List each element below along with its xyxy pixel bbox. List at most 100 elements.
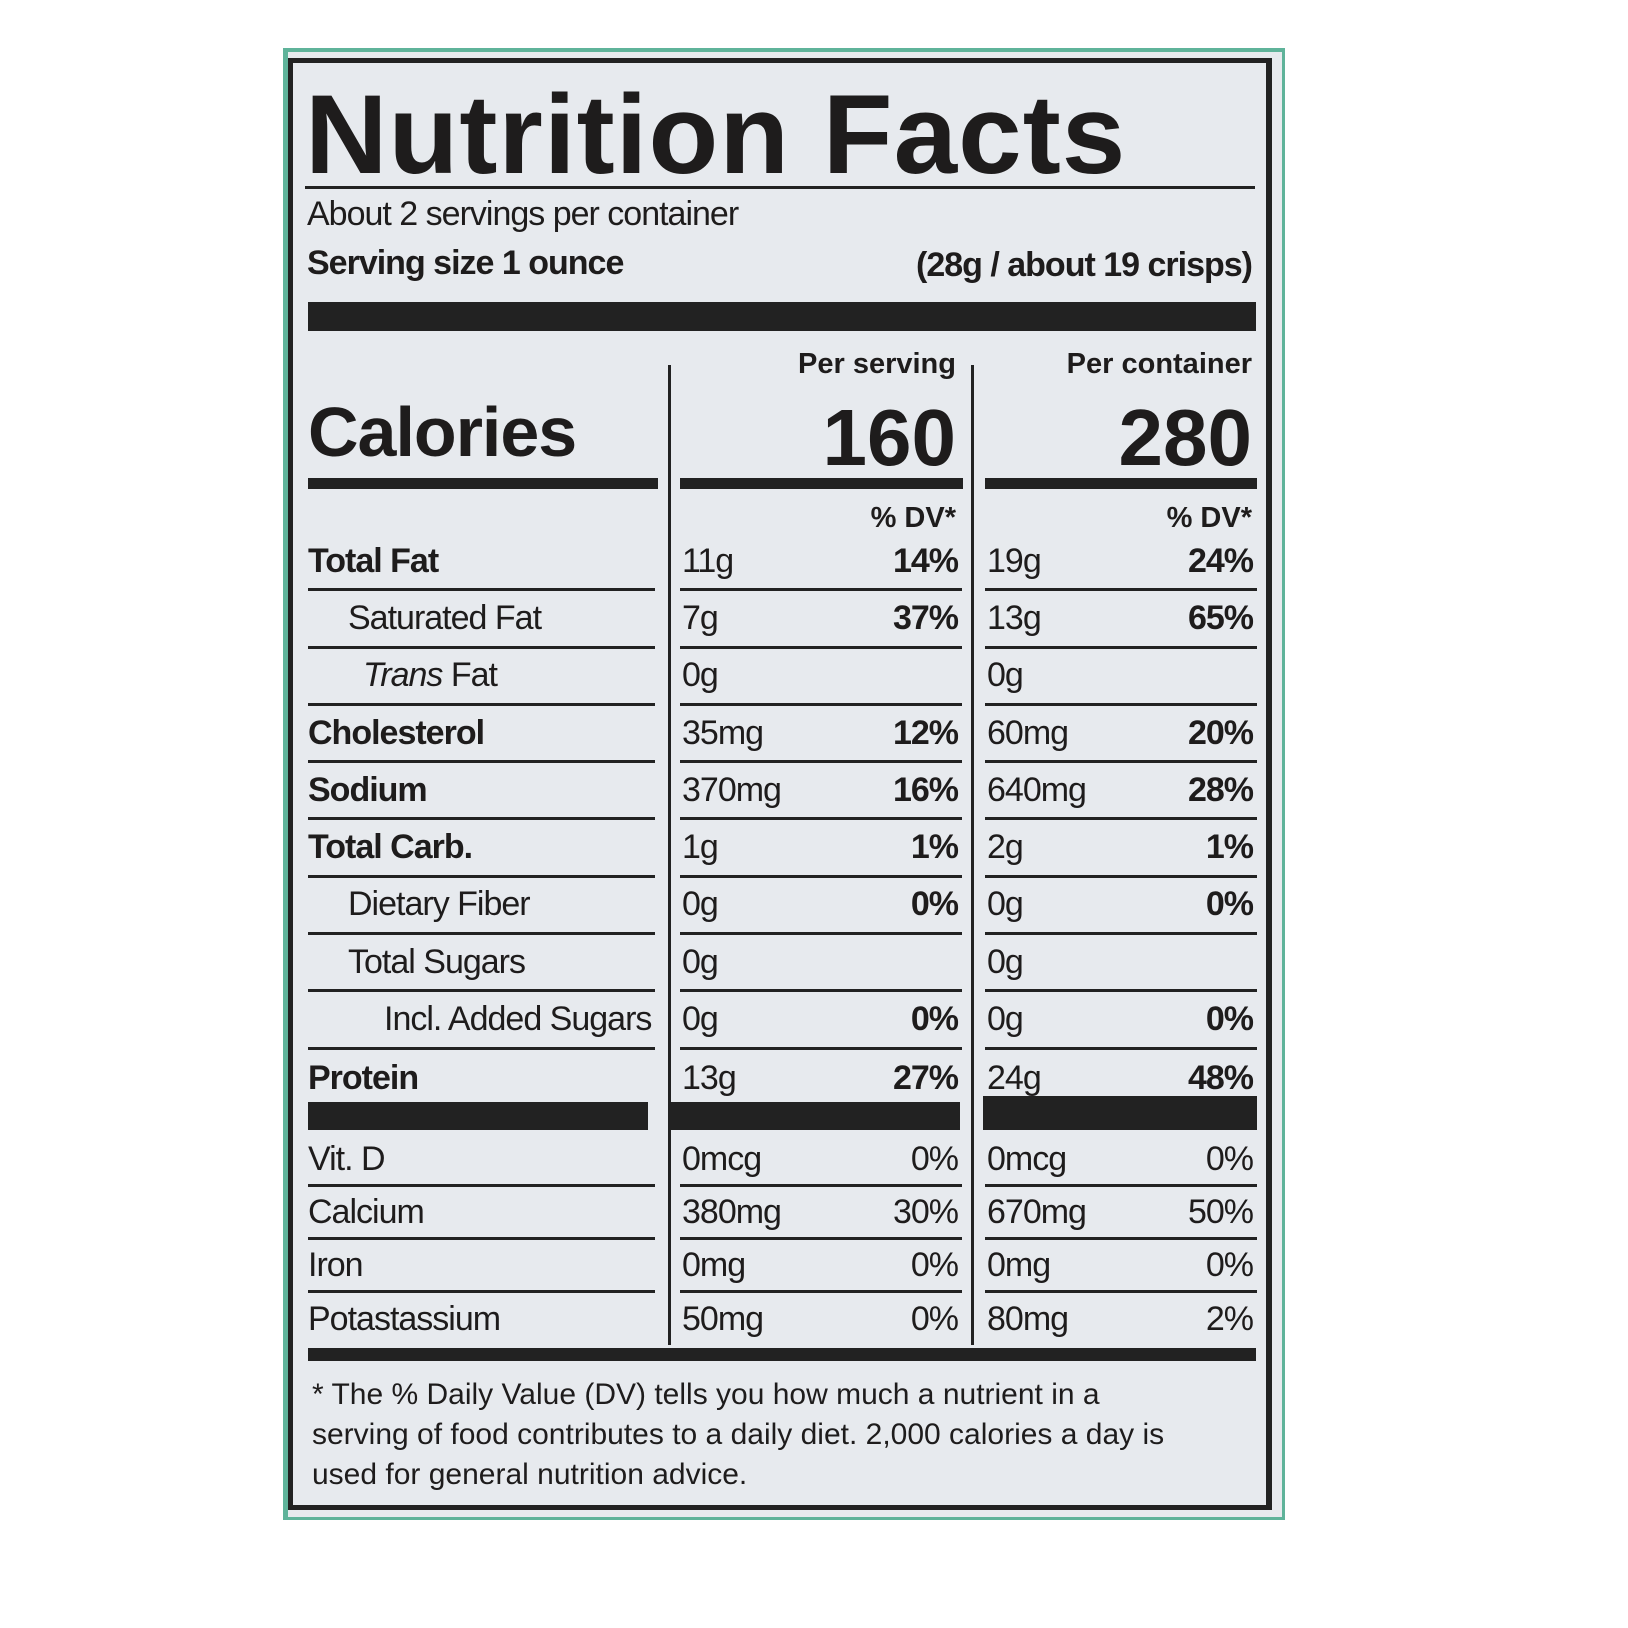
nutrient-label-cell: Iron (308, 1240, 655, 1293)
container-amount: 670mg (987, 1192, 1087, 1231)
calories-per-serving: 160 (822, 393, 956, 482)
nutrient-label-cell: Incl. Added Sugars (308, 992, 655, 1050)
thick-divider (983, 1096, 1257, 1130)
nutrient-label-cell: Trans Fat (308, 649, 655, 706)
container-dv: 24% (1187, 541, 1254, 580)
per-container-header: Per container (1066, 348, 1252, 380)
serving-dv: 0% (910, 885, 959, 924)
container-amount: 0g (987, 885, 1024, 924)
nutrient-label: Protein (308, 1058, 419, 1097)
container-dv: 28% (1187, 770, 1254, 809)
container-amount: 2g (987, 828, 1024, 867)
label-background (288, 52, 1282, 1517)
nutrient-label: Potastassium (308, 1300, 501, 1338)
nutrient-row: Saturated Fat 7g 37% 13g 65% (308, 591, 1258, 649)
nutrient-label-cell: Dietary Fiber (308, 878, 655, 936)
per-container-cell: 2g 1% (985, 821, 1257, 878)
servings-per-container: About 2 servings per container (307, 195, 739, 233)
thick-divider (985, 478, 1257, 489)
serving-amount: 13g (682, 1058, 737, 1097)
per-serving-cell: 11g 14% (680, 534, 962, 592)
per-serving-cell: 0mcg 0% (680, 1134, 962, 1187)
serving-dv: 16% (892, 770, 959, 809)
serving-dv: 0% (910, 1245, 959, 1284)
nutrient-row: Cholesterol 35mg 12% 60mg 20% (308, 706, 1258, 764)
per-serving-cell: 1g 1% (680, 821, 962, 878)
serving-size-label: Serving size 1 ounce (307, 244, 624, 282)
container-amount: 60mg (987, 713, 1069, 752)
per-serving-cell: 0g (680, 649, 962, 706)
thick-divider (680, 478, 963, 489)
serving-dv: 27% (892, 1058, 959, 1097)
serving-amount: 35mg (682, 713, 764, 752)
serving-amount: 7g (682, 598, 719, 637)
per-container-cell: 0g (985, 935, 1257, 993)
serving-amount: 0g (682, 1000, 719, 1039)
per-container-cell: 670mg 50% (985, 1187, 1257, 1240)
nutrient-row: Potastassium 50mg 0% 80mg 2% (308, 1293, 1258, 1346)
per-serving-header: Per serving (798, 348, 956, 380)
nutrient-row: Total Fat 11g 14% 19g 24% (308, 534, 1258, 592)
serving-amount: 50mg (682, 1300, 764, 1338)
nutrient-label-cell: Protein (308, 1050, 655, 1107)
nutrient-row: Trans Fat 0g 0g (308, 649, 1258, 706)
container-dv: 65% (1187, 598, 1254, 637)
calories-label: Calories (308, 393, 577, 471)
per-container-cell: 0mg 0% (985, 1240, 1257, 1293)
serving-dv: 12% (892, 713, 959, 752)
container-amount: 24g (987, 1058, 1042, 1097)
container-amount: 13g (987, 598, 1042, 637)
serving-dv: 1% (910, 828, 959, 867)
serving-dv: 0% (910, 1139, 959, 1178)
container-amount: 0g (987, 942, 1024, 981)
dv-header-serving: % DV* (870, 502, 956, 534)
per-container-cell: 60mg 20% (985, 706, 1257, 764)
label-title: Nutrition Facts (305, 72, 1127, 197)
per-container-cell: 19g 24% (985, 534, 1257, 592)
container-dv: 0% (1205, 1000, 1254, 1039)
nutrient-label: Saturated Fat (348, 598, 542, 637)
nutrient-label-cell: Cholesterol (308, 706, 655, 764)
serving-dv: 30% (892, 1192, 959, 1231)
footnote: * The % Daily Value (DV) tells you how m… (312, 1378, 1165, 1491)
nutrient-row: Calcium 380mg 30% 670mg 50% (308, 1187, 1258, 1240)
nutrient-row: Dietary Fiber 0g 0% 0g 0% (308, 878, 1258, 936)
per-serving-cell: 35mg 12% (680, 706, 962, 764)
container-amount: 640mg (987, 770, 1087, 809)
per-serving-cell: 13g 27% (680, 1050, 962, 1107)
serving-amount: 0g (682, 656, 719, 695)
serving-dv: 0% (910, 1000, 959, 1039)
nutrient-label: Vit. D (308, 1139, 386, 1178)
dv-header-container: % DV* (1166, 502, 1252, 534)
nutrient-row: Total Carb. 1g 1% 2g 1% (308, 821, 1258, 878)
container-amount: 0g (987, 656, 1024, 695)
column-divider (668, 365, 671, 1345)
serving-dv: 0% (910, 1300, 959, 1338)
nutrient-row: Sodium 370mg 16% 640mg 28% (308, 763, 1258, 821)
serving-amount: 0g (682, 942, 719, 981)
container-amount: 0mcg (987, 1139, 1067, 1178)
serving-amount: 370mg (682, 770, 782, 809)
per-container-cell: 0g 0% (985, 878, 1257, 936)
nutrient-label-cell: Total Carb. (308, 821, 655, 878)
per-container-cell: 0g (985, 649, 1257, 706)
per-container-cell: 13g 65% (985, 591, 1257, 649)
nutrient-label-cell: Calcium (308, 1187, 655, 1240)
container-dv: 50% (1187, 1192, 1254, 1231)
trans-prefix: Trans (363, 656, 443, 695)
thick-divider (308, 478, 658, 489)
divider (305, 186, 1255, 189)
container-amount: 80mg (987, 1300, 1069, 1338)
per-container-cell: 640mg 28% (985, 763, 1257, 821)
container-dv: 0% (1205, 885, 1254, 924)
per-container-cell: 0mcg 0% (985, 1134, 1257, 1187)
nutrient-row: Vit. D 0mcg 0% 0mcg 0% (308, 1134, 1258, 1187)
per-serving-cell: 0g 0% (680, 878, 962, 936)
nutrient-label: Total Fat (308, 541, 439, 580)
per-container-cell: 24g 48% (985, 1050, 1257, 1107)
thick-divider (670, 1102, 960, 1130)
per-serving-cell: 50mg 0% (680, 1293, 962, 1346)
per-serving-cell: 380mg 30% (680, 1187, 962, 1240)
nutrient-label: Cholesterol (308, 713, 485, 752)
serving-amount: 1g (682, 828, 719, 867)
